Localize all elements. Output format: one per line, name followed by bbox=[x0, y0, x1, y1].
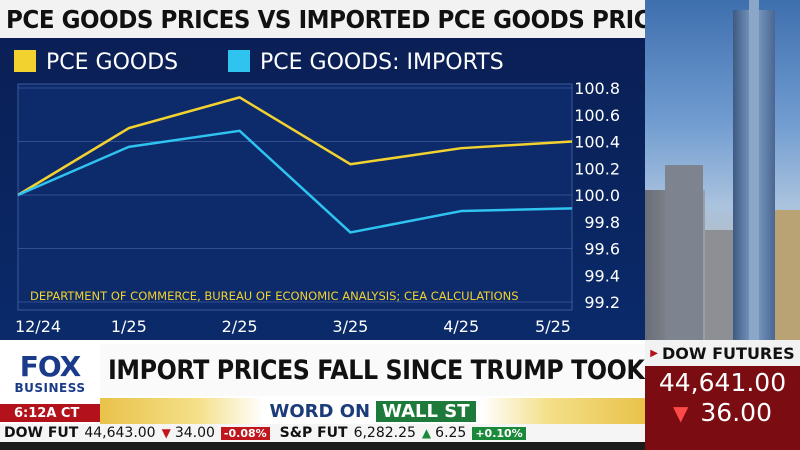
up-arrow-icon: ▲ bbox=[421, 426, 432, 440]
y-tick-label: 100.8 bbox=[574, 79, 620, 98]
dow-futures-change-value: 36.00 bbox=[700, 398, 772, 427]
logo-fox-text: FOX bbox=[19, 350, 82, 383]
y-tick-label: 99.8 bbox=[584, 213, 620, 232]
series-line bbox=[17, 129, 573, 234]
x-tick-label: 12/24 bbox=[15, 317, 61, 336]
legend-swatch bbox=[228, 50, 250, 72]
chart-panel: 100.8 100.6 100.4 100.2 100.0 99.8 99.6 99.4 99.… bbox=[0, 38, 645, 340]
ticker-percent: -0.08% bbox=[220, 426, 270, 440]
secondary-ticker-bar bbox=[0, 442, 645, 450]
dow-futures-label: DOW FUTURES bbox=[662, 343, 795, 363]
dow-futures-change: ▼ 36.00 bbox=[645, 398, 800, 428]
x-tick-label: 3/25 bbox=[332, 317, 368, 336]
x-tick-label: 1/25 bbox=[111, 317, 147, 336]
y-tick-label: 100.2 bbox=[574, 159, 620, 178]
logo-business-text: BUSINESS bbox=[14, 381, 86, 395]
segment-bar: WORD ON WALL ST bbox=[100, 398, 645, 424]
headline-text: IMPORT PRICES FALL SINCE TRUMP TOOK OFFI… bbox=[108, 354, 745, 386]
ticker-percent: +0.10% bbox=[472, 426, 526, 440]
x-tick-label: 4/25 bbox=[443, 317, 479, 336]
y-tick-label: 99.2 bbox=[584, 293, 620, 312]
chart-title-bar: PCE GOODS PRICES VS IMPORTED PCE GOODS P… bbox=[0, 0, 682, 38]
legend-label: PCE GOODS bbox=[46, 50, 178, 75]
line-chart: 100.8 100.6 100.4 100.2 100.0 99.8 99.6 99.4 99.… bbox=[14, 50, 620, 336]
y-tick-label: 99.4 bbox=[584, 266, 620, 285]
fox-business-logo: FOX BUSINESS bbox=[0, 344, 100, 404]
segment-wall-st: WALL ST bbox=[376, 400, 476, 422]
series-line bbox=[17, 96, 573, 197]
x-tick-label: 5/25 bbox=[535, 317, 571, 336]
segment-word-on: WORD ON bbox=[269, 400, 371, 422]
ticker-change: 34.00 bbox=[174, 425, 215, 441]
ticker-symbol: S&P FUT bbox=[279, 425, 348, 441]
dow-futures-value: 44,641.00 bbox=[658, 368, 787, 397]
clock-time: 6:12A CT bbox=[0, 404, 100, 422]
down-arrow-icon: ▼ bbox=[161, 426, 171, 440]
ticker-symbol: DOW FUT bbox=[4, 425, 79, 441]
ticker-bar: DOW FUT 44,643.00 ▼ 34.00 -0.08% S&P FUT… bbox=[0, 424, 645, 442]
plot-area bbox=[17, 83, 573, 311]
y-tick-label: 100.4 bbox=[574, 133, 620, 152]
y-tick-label: 99.6 bbox=[584, 240, 620, 259]
down-arrow-icon: ▼ bbox=[673, 401, 689, 425]
dow-futures-header: ▶ DOW FUTURES bbox=[645, 340, 800, 366]
y-tick-label: 100.0 bbox=[574, 186, 620, 205]
chart-title: PCE GOODS PRICES VS IMPORTED PCE GOODS P… bbox=[6, 4, 682, 34]
source-note: DEPARTMENT OF COMMERCE, BUREAU OF ECONOM… bbox=[30, 289, 519, 303]
x-tick-label: 2/25 bbox=[222, 317, 258, 336]
ticker-change: 6.25 bbox=[435, 425, 467, 441]
triangle-right-icon: ▶ bbox=[650, 347, 658, 359]
headline-bar: IMPORT PRICES FALL SINCE TRUMP TOOK OFFI… bbox=[100, 344, 745, 396]
ticker-value: 44,643.00 bbox=[84, 425, 156, 441]
dow-futures-panel: ▶ DOW FUTURES 44,641.00 ▼ 36.00 bbox=[645, 340, 800, 450]
ticker-value: 6,282.25 bbox=[353, 425, 416, 441]
y-tick-label: 100.6 bbox=[574, 106, 620, 125]
legend-label: PCE GOODS: IMPORTS bbox=[260, 50, 504, 75]
legend-swatch bbox=[14, 50, 36, 72]
city-skyline-image bbox=[645, 0, 800, 340]
